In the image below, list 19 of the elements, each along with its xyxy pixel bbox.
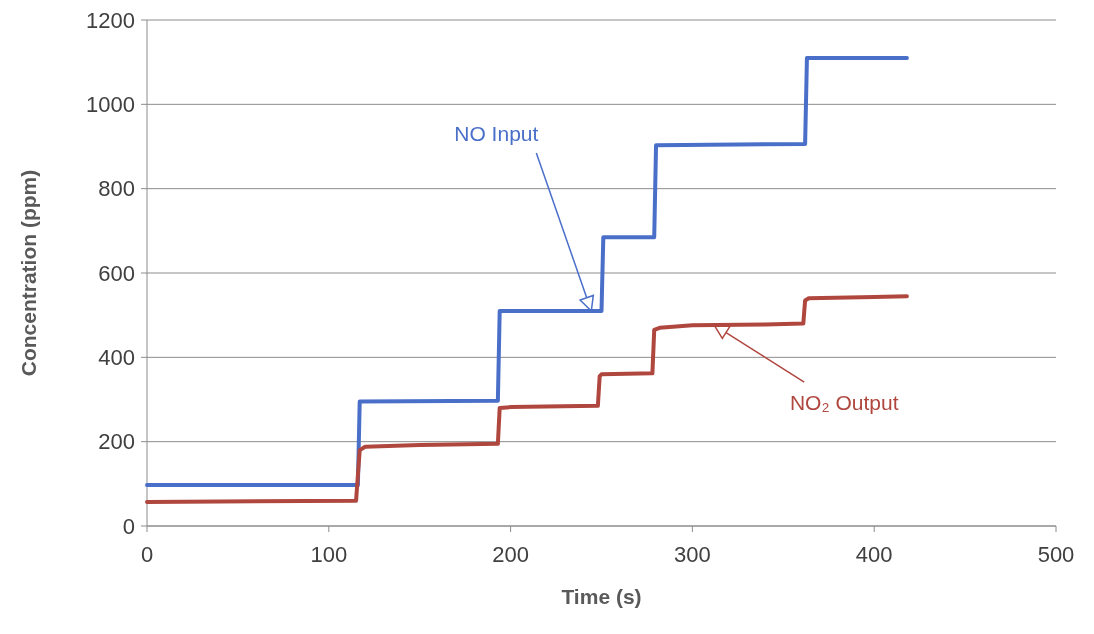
- y-tick-label: 0: [122, 513, 135, 539]
- y-tick-label: 1000: [86, 92, 135, 118]
- text: NO Input: [454, 121, 539, 145]
- x-tick-label: 500: [1037, 542, 1075, 567]
- y-tick-label: 1200: [86, 7, 135, 33]
- x-tick-label: 100: [310, 542, 348, 567]
- line-series: [145, 294, 909, 504]
- y-axis-title: Concentration (ppm): [17, 169, 40, 377]
- text: NO₂ Output: [789, 391, 899, 415]
- x-tick-label: 0: [140, 542, 154, 567]
- x-tick-label: 300: [674, 542, 711, 567]
- y-tick-label: 200: [98, 429, 135, 455]
- line-series: [145, 55, 909, 488]
- y-tick-label: 600: [98, 260, 135, 286]
- y-tick-label: 800: [98, 176, 135, 202]
- x-tick-label: 400: [855, 542, 893, 567]
- x-axis-title: Time (s): [561, 585, 642, 608]
- y-tick-label: 400: [98, 345, 135, 371]
- x-tick-label: 200: [492, 542, 529, 567]
